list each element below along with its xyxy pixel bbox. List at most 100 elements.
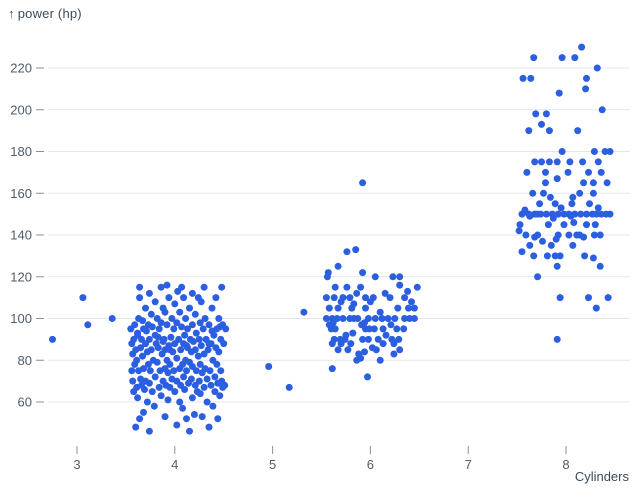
data-point [151, 373, 159, 381]
data-point [589, 254, 597, 262]
data-point [586, 200, 593, 208]
data-point [560, 221, 568, 229]
data-point [216, 392, 224, 400]
data-point [346, 294, 354, 302]
data-point [569, 241, 577, 249]
y-tick-label: 140 [10, 228, 32, 243]
data-point [334, 346, 342, 354]
data-point [515, 227, 523, 235]
data-point [140, 408, 147, 416]
data-point [337, 298, 345, 306]
y-tick-label: 60 [18, 395, 32, 410]
data-point [197, 342, 205, 350]
data-point [201, 315, 209, 322]
x-tick-label: 3 [73, 457, 80, 472]
data-point [178, 323, 186, 331]
data-point [553, 158, 561, 166]
data-point [147, 310, 155, 318]
data-point [371, 273, 379, 281]
data-point [556, 252, 564, 260]
data-point [328, 365, 336, 373]
data-point [179, 404, 187, 412]
data-point [395, 335, 403, 343]
data-point [387, 321, 395, 329]
data-point [137, 375, 145, 383]
y-tick-label: 100 [10, 311, 32, 326]
data-point [362, 304, 369, 312]
data-point [519, 74, 527, 82]
x-tick-label: 6 [367, 457, 374, 472]
data-point [359, 179, 367, 187]
data-point [400, 325, 408, 333]
data-point [558, 54, 566, 62]
data-point [145, 289, 153, 297]
data-point [406, 315, 413, 322]
data-point [591, 221, 599, 229]
data-point [186, 427, 193, 435]
data-point [325, 304, 333, 312]
data-point [396, 346, 404, 354]
data-point [155, 383, 163, 391]
data-point [526, 212, 534, 220]
data-point [353, 356, 361, 364]
data-point [137, 344, 145, 352]
data-point [182, 315, 190, 322]
y-tick-label: 180 [10, 144, 32, 159]
data-point [596, 262, 604, 270]
data-point [196, 319, 204, 327]
data-point [142, 304, 149, 312]
data-point [181, 331, 189, 339]
data-point [334, 304, 342, 312]
data-point [592, 304, 600, 312]
data-point [581, 252, 589, 260]
data-point [583, 74, 590, 82]
data-point [139, 352, 146, 360]
data-point [159, 304, 167, 312]
data-point [592, 210, 600, 218]
data-point [532, 110, 540, 118]
data-point [525, 127, 533, 135]
data-point [182, 356, 190, 364]
data-point [556, 294, 564, 302]
data-point [571, 54, 579, 62]
data-point [160, 335, 168, 343]
data-point [195, 335, 203, 343]
data-point [526, 241, 534, 249]
data-point [603, 179, 611, 187]
data-point [208, 304, 216, 312]
data-point [357, 283, 365, 291]
data-point [576, 189, 584, 197]
data-point [538, 120, 545, 128]
data-point [542, 179, 549, 187]
data-point [140, 365, 147, 373]
data-point [579, 158, 587, 166]
data-point [331, 325, 339, 333]
data-point [344, 346, 352, 354]
data-point [384, 315, 392, 322]
data-point [199, 325, 207, 333]
data-point [547, 241, 555, 249]
data-point [390, 340, 398, 348]
data-point [184, 325, 191, 333]
data-point [542, 168, 549, 176]
data-point [410, 304, 418, 312]
data-point [209, 356, 217, 364]
data-point [108, 315, 116, 322]
data-point [585, 168, 592, 176]
data-point [188, 394, 196, 402]
data-point [545, 158, 553, 166]
data-point [180, 373, 188, 381]
data-point [553, 335, 561, 343]
data-point [578, 43, 586, 51]
data-point [401, 315, 409, 322]
data-point [200, 383, 208, 391]
y-tick-label: 160 [10, 186, 32, 201]
data-point [352, 246, 360, 254]
data-point [205, 423, 213, 431]
data-point [560, 210, 568, 218]
data-point [285, 383, 293, 391]
data-point [168, 375, 176, 383]
data-point [568, 200, 576, 208]
data-point [155, 325, 163, 333]
data-point [209, 402, 217, 410]
